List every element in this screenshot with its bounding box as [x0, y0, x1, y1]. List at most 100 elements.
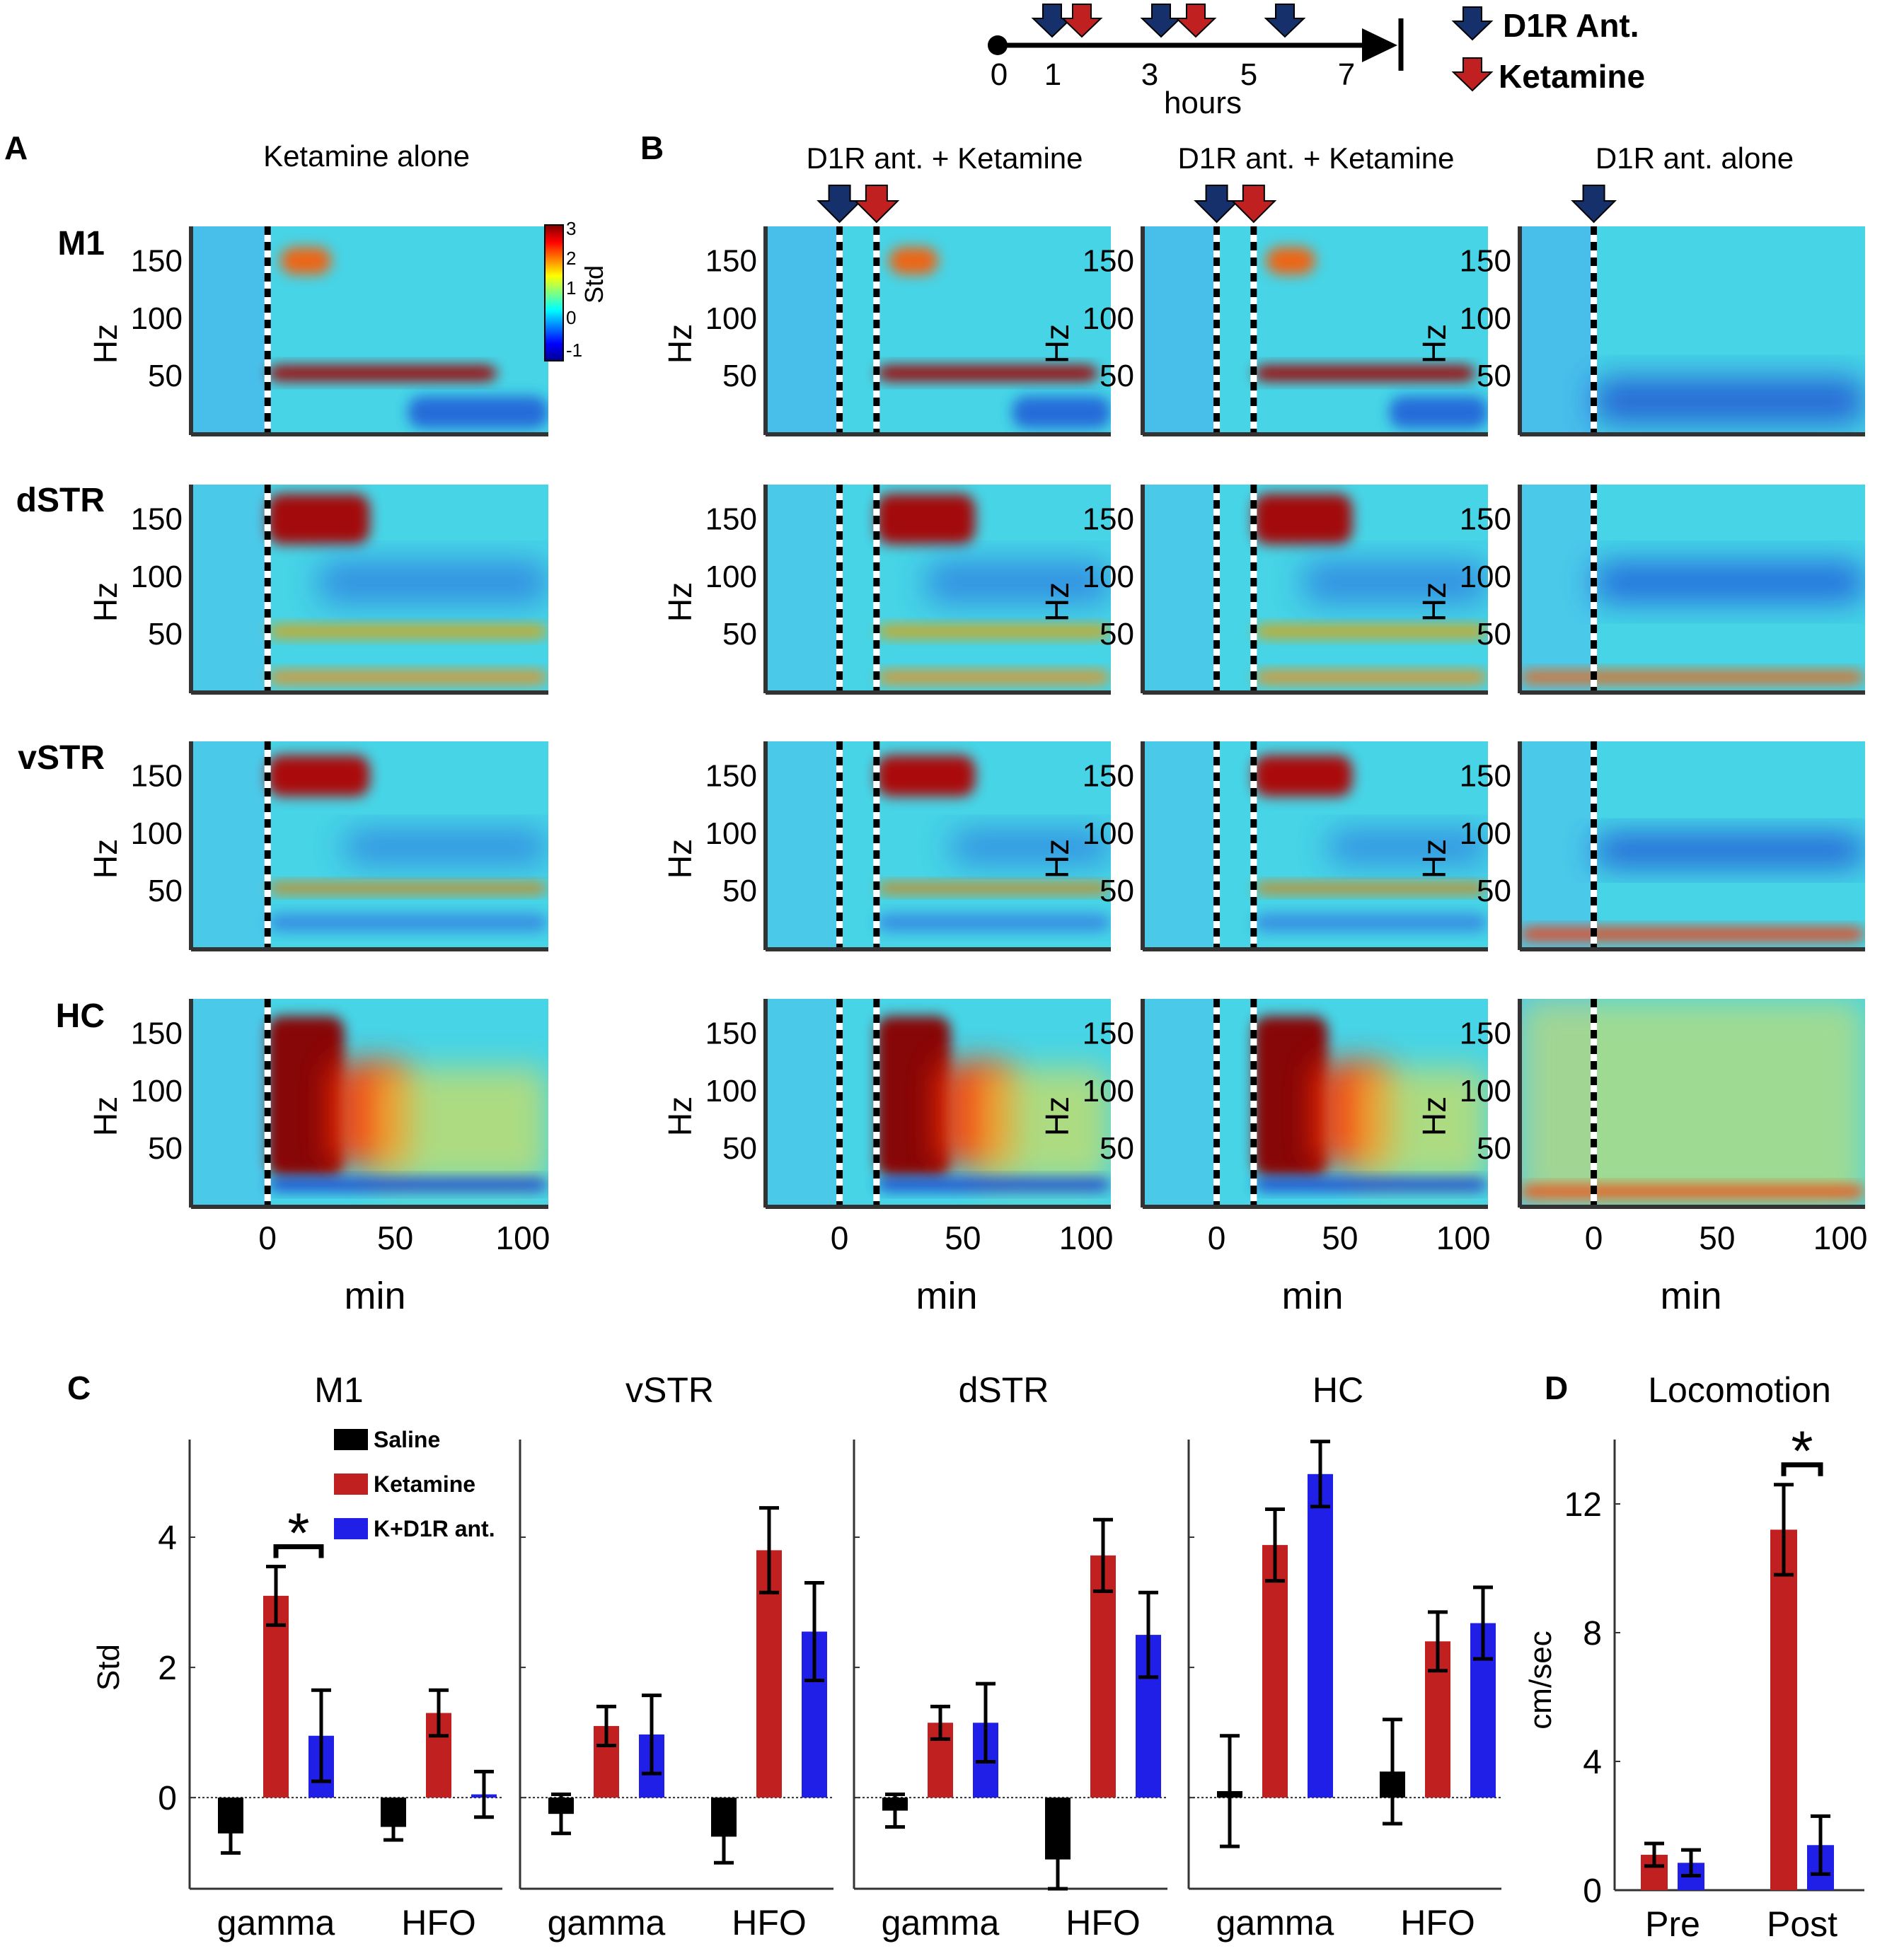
column-title-d1r-ketamine-2: D1R ant. + Ketamine: [1177, 141, 1454, 175]
spectrogram-ytick: 100: [131, 816, 183, 851]
legend-label-saline: Saline: [374, 1427, 440, 1452]
spectrogram-dstr-col1: 150 100 50 Hz: [662, 485, 1111, 695]
row-label-m1: M1: [57, 225, 105, 262]
spectrogram-power-blob: [267, 913, 548, 932]
spectrogram-ytick: 50: [1477, 359, 1511, 393]
bar-legend: Saline Ketamine K+D1R ant.: [334, 1427, 495, 1541]
spectrogram-ytick: 150: [131, 1017, 183, 1051]
spectrogram-ytick: 100: [1083, 816, 1134, 851]
panel-label-d: D: [1545, 1370, 1568, 1406]
spectrogram-power-blob: [1352, 1067, 1488, 1183]
spectrogram-hc-col3: 150 100 50 Hz 0 50 100: [1416, 999, 1868, 1256]
spectrogram-ytick: 150: [705, 759, 757, 794]
bar-category-label: Post: [1767, 1904, 1837, 1944]
bar-ketamine-gamma: [1262, 1545, 1288, 1798]
spectrogram-baseline-region: [1520, 485, 1594, 691]
spectrogram-ytick: 150: [131, 244, 183, 279]
spectrogram-power-blob: [876, 493, 976, 545]
spectrogram-power-blob: [267, 493, 370, 545]
column-title-d1r-alone: D1R ant. alone: [1596, 141, 1794, 175]
spectrogram-power-blob: [267, 882, 548, 894]
spectrogram-ytick: 50: [722, 874, 757, 908]
spectrogram-ytick: 150: [1083, 244, 1134, 279]
bar-category-label: HFO: [732, 1903, 807, 1943]
spectrogram-ylabel: Hz: [1039, 582, 1075, 622]
spectrogram-ytick: 150: [1460, 502, 1511, 537]
spectrogram-power-blob: [1520, 999, 1865, 1205]
bar-ketamine-hfo: [1090, 1555, 1116, 1798]
spectrogram-ytick: 150: [1460, 759, 1511, 794]
spectrogram-power-blob: [950, 830, 1111, 863]
bar-ytick-label: 4: [158, 1519, 177, 1557]
spectrogram-ylabel: Hz: [662, 324, 698, 364]
spectrogram-ylabel: Hz: [662, 839, 698, 879]
spectrogram-power-blob: [876, 913, 1111, 932]
spectrogram-xtick: 50: [377, 1220, 413, 1256]
spectrogram-power-blob: [1012, 396, 1111, 429]
spectrogram-ytick: 50: [1477, 874, 1511, 908]
spectrogram-ytick: 100: [1083, 560, 1134, 594]
spectrogram-xtick: 50: [1322, 1220, 1358, 1256]
spectro-xlabel-a: min: [344, 1275, 405, 1317]
spectrogram-ylabel: Hz: [1416, 839, 1453, 879]
panel-label-c: C: [67, 1370, 91, 1406]
timeline-legend-ketamine: Ketamine: [1499, 58, 1645, 95]
spectrogram-baseline-region: [191, 226, 268, 433]
spectrogram-xtick: 100: [1436, 1220, 1491, 1256]
colorbar-tick-1: 1: [566, 277, 576, 299]
spectrogram-power-blob: [1253, 882, 1488, 894]
spectrogram-ytick: 100: [1083, 1074, 1134, 1108]
spectrogram-power-blob: [876, 624, 1111, 639]
spectrogram-power-blob: [267, 1178, 548, 1192]
spectrogram-power-blob: [267, 365, 497, 381]
spectrogram-power-blob: [1253, 670, 1488, 685]
spectrogram-xtick: 100: [1059, 1220, 1114, 1256]
d1r-arrow-icon: [1451, 6, 1494, 41]
row-label-hc: HC: [56, 997, 105, 1035]
legend-swatch-kd1r: [334, 1518, 368, 1539]
panel-label-a: A: [4, 129, 28, 166]
bar-chart-title: M1: [314, 1370, 363, 1410]
spectrogram-power-blob: [876, 670, 1111, 685]
column-title-d1r-ketamine-1: D1R ant. + Ketamine: [806, 141, 1083, 175]
spectrogram-power-blob: [975, 1067, 1111, 1183]
spectrogram-ytick: 100: [1460, 816, 1511, 851]
spectrogram-ylabel: Hz: [1039, 1096, 1075, 1136]
timeline-ketamine-arrow-1: [1175, 4, 1217, 38]
spectrogram-ytick: 100: [1460, 560, 1511, 594]
bar-chart-title: Locomotion: [1648, 1370, 1831, 1410]
bar-ytick-label: 2: [158, 1650, 177, 1687]
legend-label-ketamine: Ketamine: [374, 1471, 475, 1497]
spectrogram-power-blob: [889, 247, 938, 275]
bar-category-label: gamma: [217, 1903, 335, 1943]
spectrogram-ylabel: Hz: [662, 1096, 698, 1136]
bar-ytick-label: 12: [1564, 1486, 1602, 1524]
spectrogram-ytick: 50: [148, 617, 183, 652]
spectrogram-xtick: 50: [945, 1220, 981, 1256]
spectrogram-ytick: 150: [1083, 1017, 1134, 1051]
spectrogram-ylabel: Hz: [1416, 324, 1453, 364]
spectrogram-ytick: 50: [148, 874, 183, 908]
spectrogram-ytick: 50: [1100, 1131, 1134, 1166]
timeline-tick-0: 0: [991, 57, 1008, 92]
spectrogram-vstr-col0: 150 100 50 Hz: [87, 741, 548, 951]
spectrogram-ytick: 150: [705, 244, 757, 279]
spectrogram-power-blob: [1593, 378, 1865, 424]
ketamine-arrow-icon: [1451, 57, 1494, 92]
significance-star: *: [1791, 1420, 1813, 1483]
spectrogram-ytick: 100: [1460, 1074, 1511, 1108]
spectrogram-ytick: 100: [705, 560, 757, 594]
spectrogram-power-blob: [1593, 561, 1865, 603]
bar-ytick-label: 0: [1583, 1872, 1602, 1910]
spectrogram-power-blob: [876, 1178, 1111, 1192]
spectrogram-baseline-region: [1520, 741, 1594, 948]
spectrogram-power-blob: [1389, 396, 1488, 429]
bar-category-label: Pre: [1645, 1904, 1700, 1944]
spectrogram-hc-col0: 150 100 50 Hz 0 50 100: [87, 999, 550, 1256]
spectrogram-power-blob: [925, 561, 1111, 603]
timeline-tick-5: 5: [1240, 57, 1257, 92]
spectrogram-hc-col1: 150 100 50 Hz 0 50 100: [662, 999, 1114, 1256]
legend-swatch-saline: [334, 1429, 368, 1450]
spectrogram-vstr-col1: 150 100 50 Hz: [662, 741, 1111, 951]
col2-d1r-arrow: [1194, 185, 1240, 224]
